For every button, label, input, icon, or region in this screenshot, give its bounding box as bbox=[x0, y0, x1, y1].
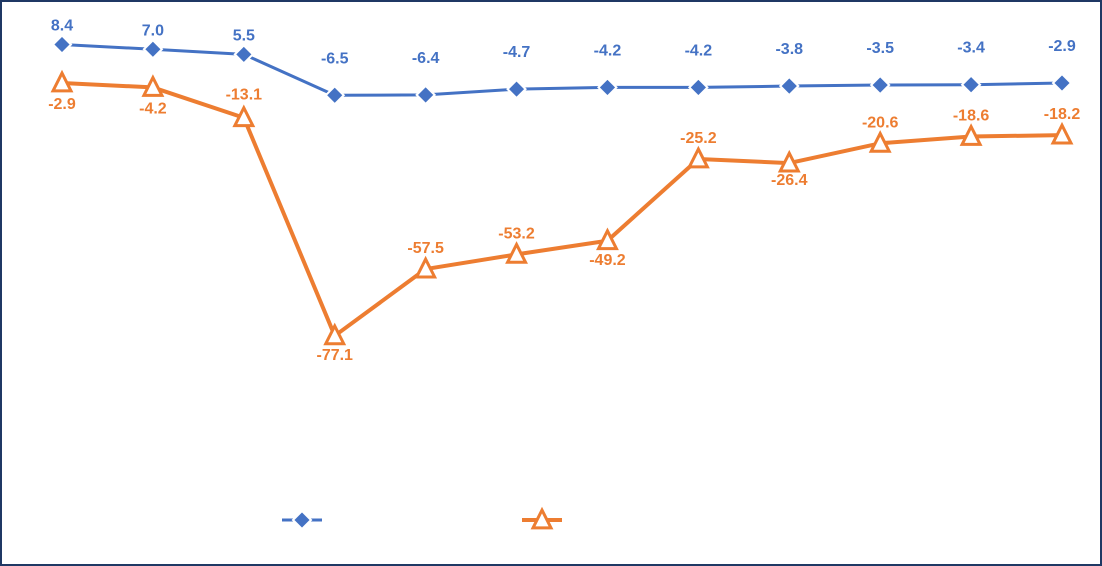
series-a-marker bbox=[1053, 74, 1071, 92]
series-a-marker bbox=[689, 78, 707, 96]
series-b-data-label: -20.6 bbox=[862, 114, 899, 131]
series-b-data-label: -18.2 bbox=[1044, 106, 1081, 123]
series-b-data-label: -25.2 bbox=[680, 130, 717, 147]
series-a-data-label: -4.2 bbox=[594, 42, 622, 59]
series-b-marker bbox=[326, 326, 344, 344]
series-a-marker bbox=[871, 76, 889, 94]
series-b-data-label: -53.2 bbox=[498, 225, 535, 242]
series-a-marker bbox=[598, 78, 616, 96]
series-a-data-label: -4.7 bbox=[503, 44, 531, 61]
series-b-data-label: -18.6 bbox=[953, 107, 990, 124]
series-a-marker bbox=[417, 86, 435, 104]
series-b-data-label: -57.5 bbox=[407, 240, 444, 257]
series-b-data-label: -26.4 bbox=[771, 172, 808, 189]
series-a-data-label: -3.8 bbox=[775, 41, 803, 58]
legend-series-a-marker bbox=[293, 511, 311, 529]
series-b-data-label: -49.2 bbox=[589, 252, 626, 269]
series-b-data-label: -2.9 bbox=[48, 96, 76, 113]
series-a-marker bbox=[508, 80, 526, 98]
series-a-marker bbox=[53, 35, 71, 53]
series-a-data-label: 5.5 bbox=[233, 27, 255, 44]
series-a-data-label: -6.4 bbox=[412, 50, 440, 67]
series-b-data-label: -77.1 bbox=[316, 347, 353, 364]
series-a-marker bbox=[326, 86, 344, 104]
series-b-data-label: -13.1 bbox=[226, 87, 263, 104]
chart-container: 8.4 7.0 5.5 -6.5 -6.4 -4.7 -4.2 -4.2 -3.8 -3.5 -3.… bbox=[0, 0, 1102, 566]
chart-svg: 8.4 7.0 5.5 -6.5 -6.4 -4.7 -4.2 -4.2 -3.8 -3.5 -3.… bbox=[2, 2, 1100, 564]
series-a-data-label: -4.2 bbox=[685, 42, 713, 59]
series-a-marker bbox=[962, 76, 980, 94]
series-a-marker bbox=[780, 77, 798, 95]
series-b-data-label: -4.2 bbox=[139, 100, 167, 117]
series-a-data-label: -6.5 bbox=[321, 50, 349, 67]
series-b-line bbox=[62, 83, 1062, 336]
series-a-data-label: -3.4 bbox=[957, 40, 985, 57]
series-a-line bbox=[62, 44, 1062, 95]
series-a-marker bbox=[235, 45, 253, 63]
series-a-data-label: 7.0 bbox=[142, 22, 164, 39]
series-a-data-label: -3.5 bbox=[866, 40, 894, 57]
series-a-marker bbox=[144, 40, 162, 58]
series-a-data-label: -2.9 bbox=[1048, 38, 1076, 55]
series-a-data-label: 8.4 bbox=[51, 17, 73, 34]
